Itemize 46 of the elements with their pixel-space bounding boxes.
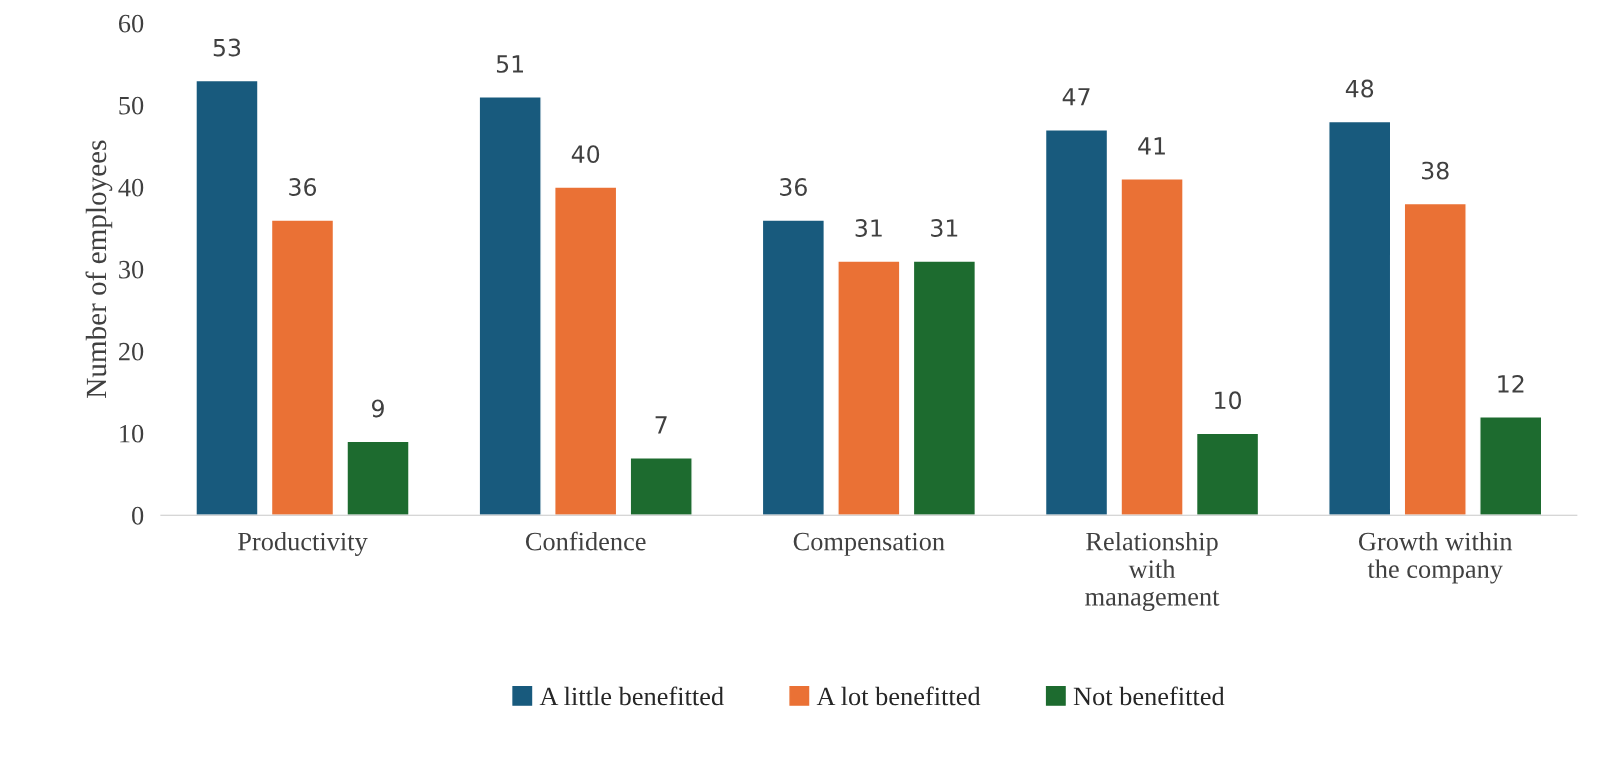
data-label: 12 <box>1498 374 1524 393</box>
bar <box>1044 129 1109 516</box>
data-label: 31 <box>931 219 958 237</box>
bar <box>195 79 259 516</box>
bar <box>761 219 826 516</box>
data-label: 36 <box>780 178 807 196</box>
data-label: 51 <box>496 55 523 73</box>
bar <box>629 457 693 516</box>
bar <box>1328 120 1392 516</box>
data-label: 7 <box>655 416 667 434</box>
y-tick-label: 20 <box>119 342 144 361</box>
data-label: 53 <box>213 38 241 57</box>
bar <box>1120 178 1184 516</box>
data-label: 48 <box>1345 79 1374 98</box>
legend-label: A lot benefitted <box>816 686 981 706</box>
data-label: 47 <box>1062 88 1090 106</box>
data-label: 36 <box>289 178 317 196</box>
x-tick-label: Compensation <box>793 532 945 556</box>
x-tick-label: Relationship with management <box>1085 531 1220 612</box>
x-tick-label: Productivity <box>238 531 368 556</box>
legend-label: A little benefitted <box>539 686 724 706</box>
data-label: 41 <box>1138 137 1165 155</box>
data-label: 31 <box>855 219 882 237</box>
data-label: 40 <box>571 145 600 164</box>
bar <box>1479 416 1543 516</box>
y-tick-label: 30 <box>119 260 144 279</box>
bar <box>912 260 977 516</box>
y-tick-label: 0 <box>132 506 144 525</box>
x-tick-label: Growth within the company <box>1358 531 1513 584</box>
data-label: 38 <box>1422 161 1449 180</box>
y-tick-label: 10 <box>120 424 144 443</box>
bar <box>1195 432 1260 516</box>
bar <box>837 260 901 516</box>
bar <box>270 219 335 516</box>
x-tick-label: Confidence <box>525 531 646 551</box>
bar <box>478 96 542 516</box>
data-label: 10 <box>1215 391 1242 410</box>
bar <box>554 186 618 516</box>
y-tick-label: 50 <box>119 96 144 115</box>
legend-label: Not benefitted <box>1073 686 1225 706</box>
bar <box>346 440 410 516</box>
bar <box>1403 202 1467 516</box>
y-tick-label: 40 <box>118 178 144 197</box>
y-tick-label: 60 <box>118 14 144 33</box>
data-label: 9 <box>371 399 384 418</box>
y-axis-title: Number of employees <box>85 140 113 398</box>
